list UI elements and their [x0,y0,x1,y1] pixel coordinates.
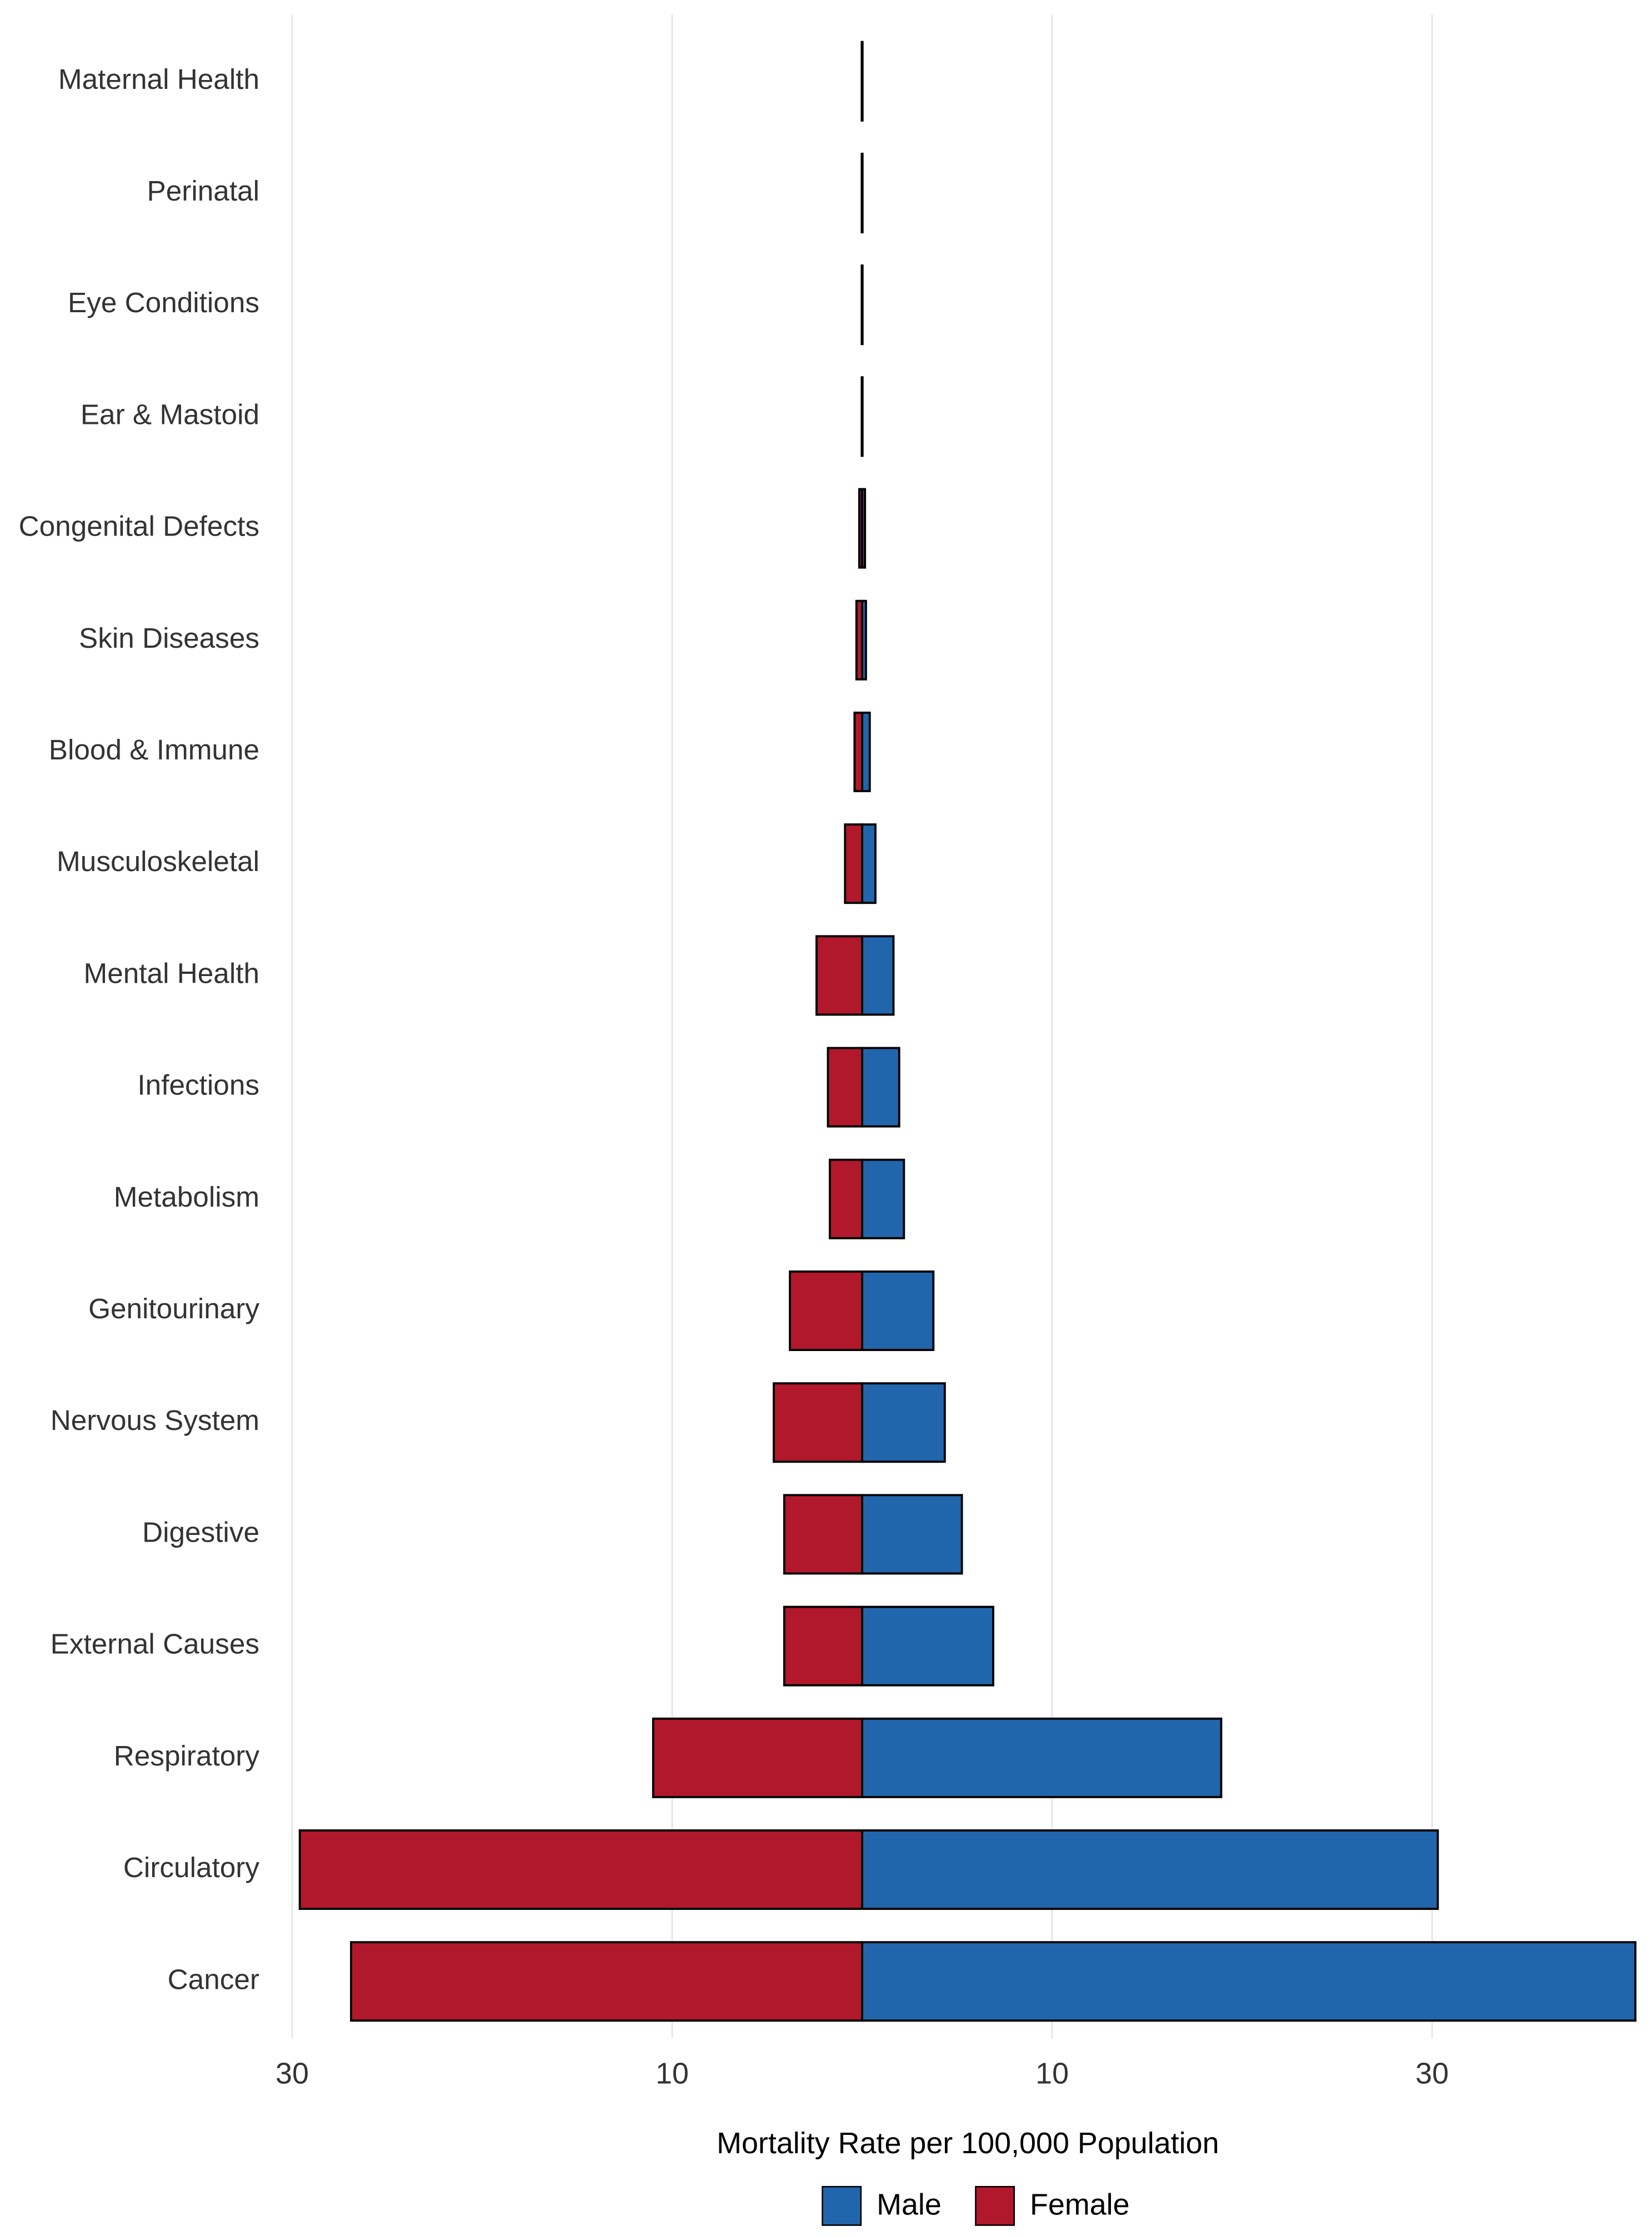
bar [861,935,895,1016]
y-tick-label: Mental Health [84,957,260,989]
bar [861,1382,946,1463]
legend-swatch [822,2185,862,2226]
y-tick-label: Ear & Mastoid [81,398,259,430]
y-tick-label: Respiratory [114,1740,260,1772]
y-tick-label: Musculoskeletal [57,846,259,877]
bar [828,1158,863,1239]
bar [861,823,877,904]
x-tick-label: 10 [655,2057,689,2090]
legend-label: Female [1030,2188,1130,2221]
x-axis-label: Mortality Rate per 100,000 Population [717,2127,1219,2160]
bar [827,1047,863,1128]
bar [861,1270,935,1351]
bar [815,935,863,1016]
bar [773,1382,863,1463]
y-tick-label: Nervous System [51,1404,259,1436]
y-tick-label: Genitourinary [88,1293,259,1324]
bar [350,1941,863,2022]
bar [783,1494,863,1575]
legend-swatch [975,2185,1015,2226]
y-tick-label: Cancer [168,1963,259,1995]
bar [855,599,863,681]
y-tick-label: Digestive [142,1516,259,1548]
y-tick-label: Congenital Defects [19,511,259,542]
legend-label: Male [877,2188,942,2221]
y-tick-label: Maternal Health [58,63,259,95]
bar [861,1494,963,1575]
bar [861,1605,994,1687]
x-tick-label: 30 [1415,2057,1449,2090]
bar [783,1605,863,1687]
bar [861,1717,1223,1798]
bar [861,1829,1439,1910]
x-tick-label: 30 [276,2057,309,2090]
bar [298,1829,863,1910]
bar [853,711,863,792]
grid [291,14,1433,2039]
y-tick-label: Eye Conditions [68,287,259,318]
y-tick-label: Blood & Immune [49,734,259,766]
bar [861,1941,1636,2022]
y-tick-label: Circulatory [123,1852,259,1883]
bar [858,488,863,569]
y-tick-label: Perinatal [147,175,259,207]
bar [861,1158,905,1239]
bar [861,711,871,792]
x-tick-label: 10 [1035,2057,1069,2090]
bar [652,1717,863,1798]
y-tick-label: Infections [137,1069,259,1101]
y-tick-label: Metabolism [114,1181,259,1213]
y-tick-label: External Causes [51,1628,259,1660]
y-tick-label: Skin Diseases [79,622,259,654]
bar [789,1270,863,1351]
bar [844,823,863,904]
bar [861,1047,900,1128]
